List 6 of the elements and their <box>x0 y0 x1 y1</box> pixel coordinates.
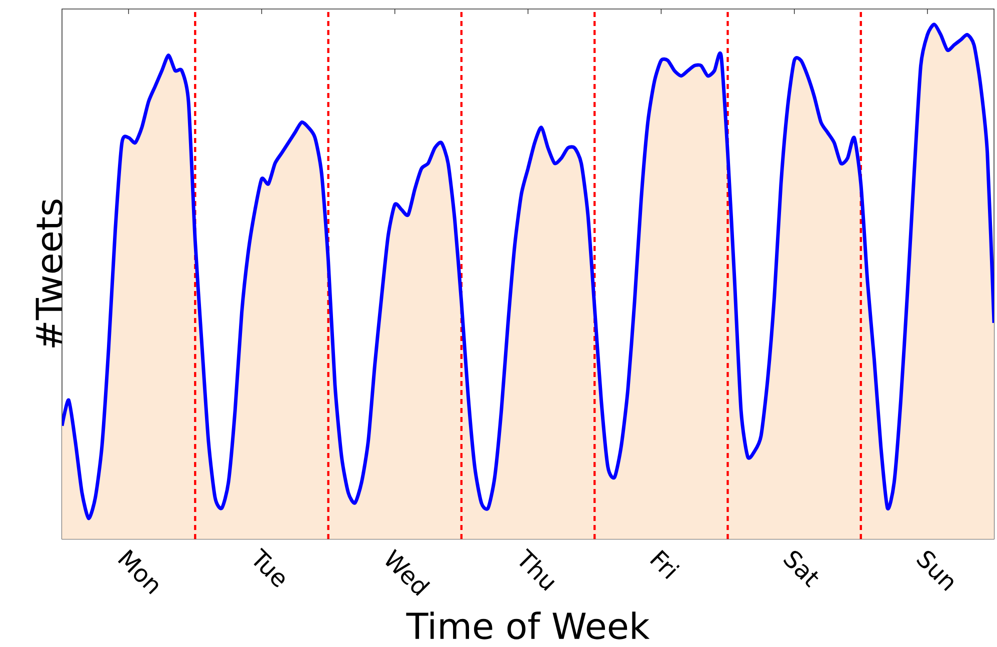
x-tick-label: Sat <box>783 550 818 588</box>
x-tick-label: Sun <box>916 550 954 592</box>
x-tick-label: Tue <box>254 548 285 588</box>
x-axis-title: Time of Week <box>406 612 650 640</box>
y-axis-title: #Tweets <box>36 200 62 348</box>
x-tick-label: Fri <box>650 550 680 580</box>
